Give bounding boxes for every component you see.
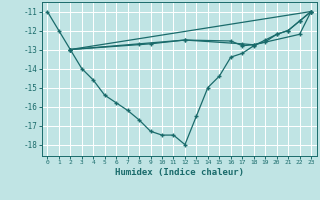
X-axis label: Humidex (Indice chaleur): Humidex (Indice chaleur) — [115, 168, 244, 177]
